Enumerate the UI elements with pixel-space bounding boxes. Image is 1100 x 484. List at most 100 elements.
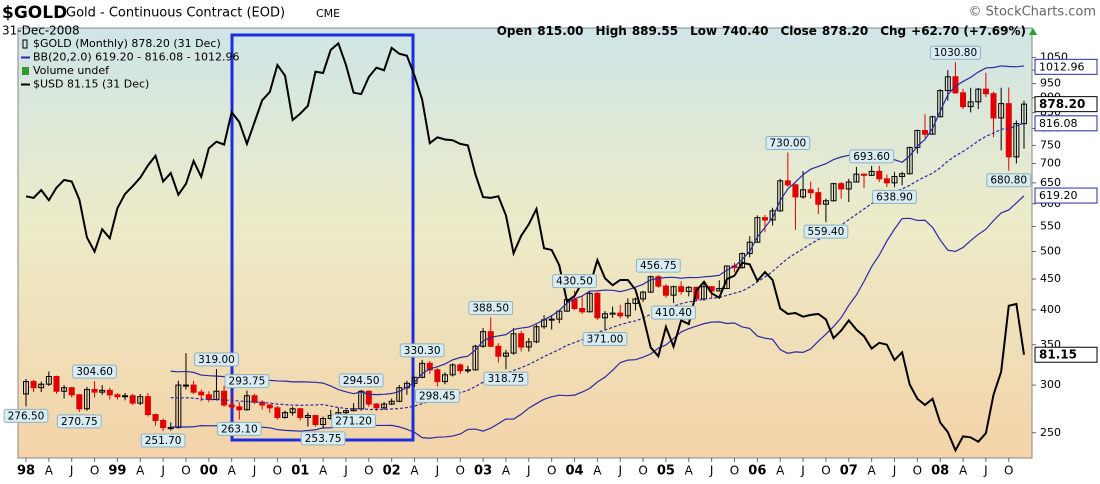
candle-body bbox=[822, 200, 829, 205]
y-tick-label: 700 bbox=[1040, 156, 1061, 169]
candle-body bbox=[502, 352, 509, 357]
x-tick-label: A bbox=[868, 464, 877, 478]
usd-line bbox=[25, 41, 1025, 453]
candle-body bbox=[182, 384, 189, 387]
x-tick-label: A bbox=[959, 464, 968, 478]
candle-body bbox=[883, 178, 890, 184]
x-tick-label: J bbox=[617, 464, 622, 478]
candle-body bbox=[647, 276, 654, 293]
x-tick-label: J bbox=[892, 464, 897, 478]
annotation-label: 680.80 bbox=[990, 175, 1027, 187]
candle-body bbox=[982, 88, 989, 95]
x-tick-label: 01 bbox=[291, 464, 309, 479]
candle-body bbox=[533, 326, 540, 343]
y-tick-label: 750 bbox=[1040, 138, 1061, 151]
candle-body bbox=[106, 389, 113, 396]
annotation-box bbox=[72, 364, 117, 379]
candle-body bbox=[228, 404, 235, 408]
annotation-box bbox=[635, 258, 681, 273]
annotation-box bbox=[194, 352, 239, 367]
marks: 304.60 319.00 293.75 294.50 330.30 388.50 430.… bbox=[3, 41, 1032, 453]
last-value-label: 1012.96 bbox=[1039, 60, 1085, 73]
annotation-box bbox=[468, 300, 514, 315]
candle-body bbox=[815, 192, 822, 205]
symbol: $GOLD bbox=[2, 3, 67, 23]
last-value-box bbox=[1034, 115, 1098, 132]
annotation-box bbox=[872, 189, 917, 204]
exchange: CME bbox=[316, 7, 340, 20]
candle-body bbox=[1021, 103, 1027, 125]
candle-body bbox=[998, 103, 1005, 119]
candle-body bbox=[388, 400, 395, 405]
x-tick-label: A bbox=[502, 464, 511, 478]
candle-body bbox=[83, 388, 90, 410]
x-tick-label: O bbox=[913, 464, 922, 478]
legend-label: BB(20,2.0) 619.20 - 816.08 - 1012.96 bbox=[33, 51, 240, 64]
annotation-box bbox=[803, 224, 849, 239]
annotation-box bbox=[56, 414, 102, 429]
stat-value: 815.00 bbox=[537, 24, 583, 38]
candle-body bbox=[114, 394, 121, 398]
price-stats: Open 815.00 High 889.55 Low 740.40 Close 878.20… bbox=[497, 24, 1026, 38]
annotation-box bbox=[338, 373, 384, 388]
candle-body bbox=[861, 173, 868, 176]
annotation-box bbox=[651, 305, 696, 320]
x-tick-label: A bbox=[45, 464, 54, 478]
last-value-box bbox=[1034, 346, 1098, 363]
stat-label: High bbox=[596, 24, 627, 38]
x-tick-label: 03 bbox=[474, 464, 492, 479]
candle-body bbox=[495, 345, 502, 357]
x-tick-label: O bbox=[821, 464, 830, 478]
x-tick-label: 98 bbox=[17, 464, 35, 479]
x-tick-label: J bbox=[160, 464, 165, 478]
annotation-label: 263.10 bbox=[221, 423, 258, 435]
last-value-box bbox=[1034, 187, 1098, 204]
stat-value: 878.20 bbox=[822, 24, 868, 38]
x-tick-label: A bbox=[228, 464, 237, 478]
candle-body bbox=[784, 180, 791, 186]
annotation-box bbox=[140, 433, 186, 448]
x-tick-label: A bbox=[593, 464, 602, 478]
candle-body bbox=[350, 408, 357, 412]
candle-body bbox=[548, 318, 555, 321]
annotation-box bbox=[986, 173, 1032, 188]
candle-body bbox=[899, 173, 906, 177]
candle-body bbox=[449, 364, 456, 376]
candle-body bbox=[769, 210, 776, 221]
annotation-box bbox=[765, 135, 811, 150]
candle-body bbox=[472, 345, 479, 371]
y-tick-label: 650 bbox=[1040, 176, 1061, 189]
last-value-box bbox=[1034, 96, 1098, 113]
annotation-box bbox=[300, 431, 346, 446]
candle-body bbox=[297, 408, 304, 419]
candle-body bbox=[594, 292, 601, 319]
legend-label: $USD 81.15 (31 Dec) bbox=[33, 78, 149, 91]
candle-body bbox=[876, 170, 883, 180]
candle-body bbox=[122, 395, 129, 398]
candle-body bbox=[838, 183, 845, 190]
annotation-label: 693.60 bbox=[853, 151, 890, 163]
candle-body bbox=[670, 286, 677, 296]
candle-body bbox=[373, 403, 380, 409]
candle-body bbox=[990, 93, 997, 119]
candle-body bbox=[685, 286, 692, 293]
last-value-label: 619.20 bbox=[1039, 189, 1078, 202]
candle-body bbox=[434, 369, 441, 383]
candle-body bbox=[464, 369, 471, 372]
candle-body bbox=[480, 331, 487, 347]
stat-label: Close bbox=[780, 24, 816, 38]
annotation-box bbox=[582, 332, 628, 347]
candle-body bbox=[601, 313, 608, 319]
candle-body bbox=[137, 396, 144, 404]
annotation-label: 330.30 bbox=[404, 345, 441, 357]
candle-body bbox=[396, 387, 403, 402]
x-tick-label: 02 bbox=[383, 464, 401, 479]
stat-value: 740.40 bbox=[722, 24, 768, 38]
last-value-label: 81.15 bbox=[1039, 348, 1077, 362]
candle-body bbox=[236, 406, 243, 411]
x-tick-label: O bbox=[364, 464, 373, 478]
x-tick-label: 07 bbox=[840, 464, 858, 479]
candle-body bbox=[167, 427, 174, 430]
annotation-box bbox=[399, 343, 445, 358]
